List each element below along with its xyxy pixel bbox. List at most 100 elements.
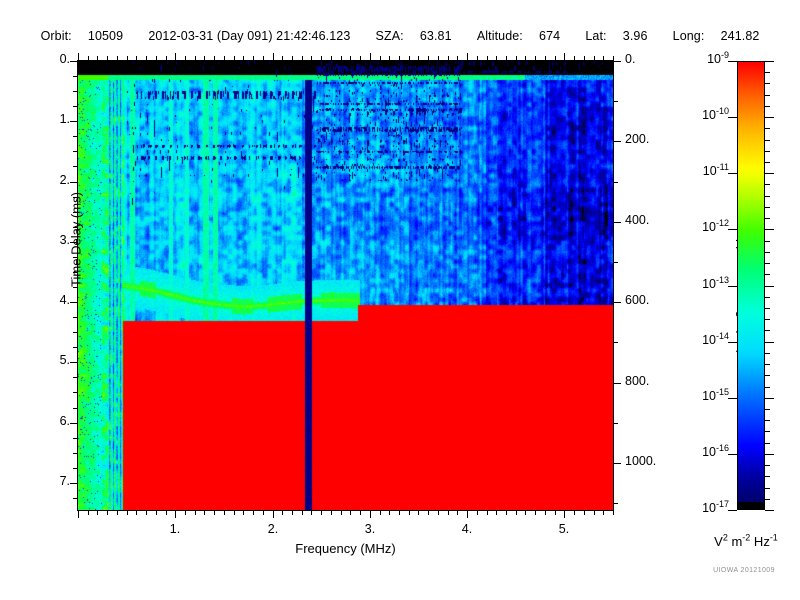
axis-tick xyxy=(765,319,770,320)
axis-tick xyxy=(438,510,439,515)
axis-tick xyxy=(765,454,774,455)
colorbar-tick-label: 10-10 xyxy=(659,106,729,122)
axis-tick xyxy=(765,151,770,152)
axis-tick xyxy=(73,166,78,167)
axis-tick xyxy=(765,443,770,444)
axis-tick xyxy=(765,465,770,466)
colorbar-tick-mantissa: 10 xyxy=(702,389,716,403)
axis-tick xyxy=(73,287,78,288)
y-axis-left-tick-label: 7. xyxy=(59,474,70,488)
axis-tick xyxy=(243,510,244,515)
colorbar-tick-mantissa: 10 xyxy=(702,333,716,347)
y-axis-left-tick-label: 0. xyxy=(59,52,70,66)
axis-tick xyxy=(70,483,78,484)
axis-tick xyxy=(214,56,215,61)
axis-tick xyxy=(765,476,770,477)
axis-tick xyxy=(477,56,478,61)
lat-value: 3.96 xyxy=(622,29,648,43)
header-info: Orbit: 10509 2012-03-31 (Day 091) 21:42:… xyxy=(0,29,800,43)
axis-tick xyxy=(765,128,770,129)
axis-tick xyxy=(73,377,78,378)
axis-tick xyxy=(765,72,770,73)
unit-m-exp: -2 xyxy=(742,532,751,543)
spectrogram-canvas xyxy=(78,61,613,510)
axis-tick xyxy=(765,398,774,399)
axis-tick xyxy=(73,317,78,318)
axis-tick xyxy=(535,510,536,515)
unit-hz: Hz xyxy=(750,534,770,549)
axis-tick xyxy=(765,218,770,219)
axis-tick xyxy=(175,53,176,61)
axis-tick xyxy=(136,510,137,515)
axis-tick xyxy=(765,297,770,298)
axis-tick xyxy=(728,173,737,174)
orbit-value: 10509 xyxy=(87,29,124,43)
colorbar-gradient xyxy=(738,62,764,509)
axis-tick xyxy=(389,510,390,515)
credit-text: UIOWA 20121009 xyxy=(713,567,775,574)
axis-tick xyxy=(765,140,770,141)
axis-tick xyxy=(73,151,78,152)
colorbar-tick-exponent: -9 xyxy=(720,49,729,60)
colorbar-tick-label: 10-11 xyxy=(659,162,729,178)
axis-tick xyxy=(487,56,488,61)
axis-tick xyxy=(765,286,774,287)
axis-tick xyxy=(380,510,381,515)
colorbar-tick-exponent: -12 xyxy=(715,217,729,228)
axis-tick xyxy=(292,510,293,515)
axis-tick xyxy=(448,510,449,515)
axis-tick xyxy=(728,117,737,118)
axis-tick xyxy=(73,468,78,469)
axis-tick xyxy=(584,510,585,515)
axis-tick xyxy=(73,91,78,92)
axis-tick xyxy=(477,510,478,515)
unit-v-exp: 2 xyxy=(722,532,728,543)
axis-tick xyxy=(350,56,351,61)
y-axis-left-title: Time Delay (ms) xyxy=(68,192,84,287)
axis-tick xyxy=(457,510,458,515)
axis-tick xyxy=(584,56,585,61)
colorbar-tick-label: 10-15 xyxy=(659,387,729,403)
axis-tick xyxy=(73,392,78,393)
axis-tick xyxy=(525,56,526,61)
colorbar-unit-label: V2 m-2 Hz-1 xyxy=(692,532,800,549)
axis-tick xyxy=(107,56,108,61)
axis-tick xyxy=(117,56,118,61)
long-label: Long: xyxy=(672,29,705,43)
colorbar-tick-label: 10-13 xyxy=(659,275,729,291)
axis-tick xyxy=(175,510,176,518)
axis-tick xyxy=(594,56,595,61)
axis-tick xyxy=(409,510,410,515)
axis-tick xyxy=(613,56,614,61)
axis-tick xyxy=(765,330,770,331)
colorbar-tick-exponent: -16 xyxy=(715,442,729,453)
axis-tick xyxy=(765,61,774,62)
colorbar-tick-exponent: -14 xyxy=(715,330,729,341)
axis-tick xyxy=(496,56,497,61)
axis-tick xyxy=(70,242,78,243)
axis-tick xyxy=(73,408,78,409)
y-axis-left-tick-label: 3. xyxy=(59,233,70,247)
axis-tick xyxy=(428,510,429,515)
colorbar-tick-label: 10-12 xyxy=(659,217,729,234)
axis-tick xyxy=(564,53,565,61)
axis-tick xyxy=(613,101,618,102)
axis-tick xyxy=(765,409,770,410)
colorbar xyxy=(737,61,765,510)
axis-tick xyxy=(765,387,770,388)
colorbar-tick-label: 10-17 xyxy=(659,499,729,515)
axis-tick xyxy=(360,510,361,515)
axis-tick xyxy=(73,76,78,77)
axis-tick xyxy=(70,61,78,62)
x-axis-tick-label: 1. xyxy=(169,522,181,536)
axis-tick xyxy=(574,56,575,61)
unit-m: m xyxy=(727,534,743,549)
axis-tick xyxy=(613,510,614,515)
axis-tick xyxy=(224,56,225,61)
axis-tick xyxy=(88,56,89,61)
axis-tick xyxy=(555,56,556,61)
y-axis-left-tick-label: 2. xyxy=(59,173,70,187)
axis-tick xyxy=(418,56,419,61)
axis-tick xyxy=(506,56,507,61)
axis-tick xyxy=(487,510,488,515)
